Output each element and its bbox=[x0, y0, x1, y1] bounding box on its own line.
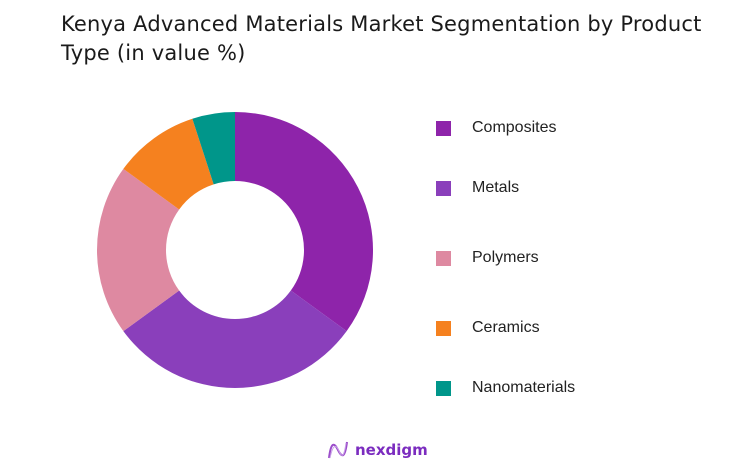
donut-chart bbox=[97, 112, 373, 388]
donut-slice-metals bbox=[123, 290, 347, 388]
nexdigm-logo: nexdigm bbox=[327, 440, 428, 460]
donut-slice-composites bbox=[235, 112, 373, 332]
legend-swatch bbox=[436, 320, 451, 336]
legend-swatch bbox=[436, 120, 451, 136]
legend-item-metals: Metals bbox=[436, 178, 519, 198]
legend-swatch bbox=[436, 380, 451, 396]
legend-item-ceramics: Ceramics bbox=[436, 318, 540, 338]
legend-label: Nanomaterials bbox=[472, 379, 576, 396]
legend-item-nanomaterials: Nanomaterials bbox=[436, 378, 575, 398]
legend-swatch bbox=[436, 250, 451, 266]
legend-label: Ceramics bbox=[472, 319, 540, 336]
chart-title: Kenya Advanced Materials Market Segmenta… bbox=[61, 12, 702, 65]
legend-label: Polymers bbox=[472, 249, 539, 266]
legend-item-polymers: Polymers bbox=[436, 248, 539, 268]
donut-slice-nanomaterials bbox=[192, 112, 235, 185]
legend-item-composites: Composites bbox=[436, 118, 556, 138]
legend-swatch bbox=[436, 180, 451, 196]
legend-label: Metals bbox=[472, 179, 520, 196]
donut-slice-ceramics bbox=[123, 118, 214, 210]
nexdigm-wave-icon bbox=[328, 441, 348, 459]
donut-slice-polymers bbox=[97, 168, 180, 332]
legend-label: Composites bbox=[472, 119, 557, 136]
logo-text: nexdigm bbox=[355, 441, 428, 459]
